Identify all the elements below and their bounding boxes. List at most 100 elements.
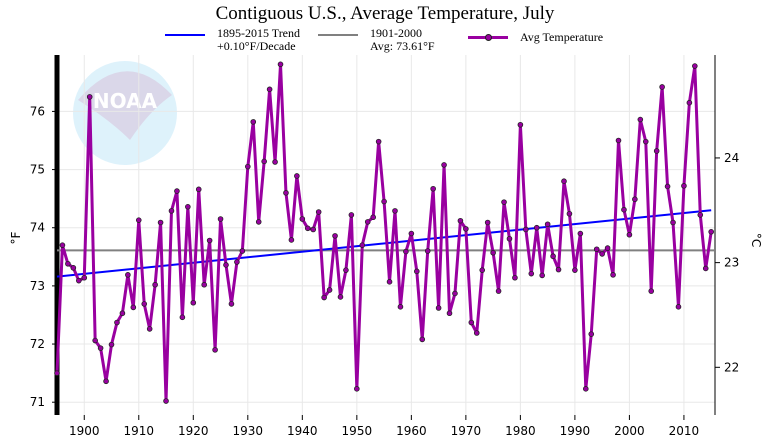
data-point: [255, 219, 262, 225]
data-point: [261, 158, 267, 165]
data-point: [392, 208, 398, 214]
legend-trend-swatch: [165, 34, 205, 36]
data-point: [201, 281, 207, 288]
data-point: [277, 61, 284, 68]
data-point: [484, 219, 491, 226]
data-point: [343, 267, 349, 273]
data-point: [375, 138, 382, 145]
data-point: [604, 245, 611, 251]
data-point: [544, 221, 551, 228]
data-point: [332, 233, 338, 239]
data-point: [337, 294, 344, 300]
x-tick-label: 1950: [342, 424, 373, 438]
data-point: [588, 331, 595, 337]
data-point: [103, 378, 109, 385]
data-point: [206, 237, 213, 244]
data-point: [185, 203, 191, 210]
data-point: [321, 294, 327, 301]
data-point: [326, 287, 333, 293]
data-point: [697, 212, 704, 218]
data-point: [174, 188, 180, 194]
data-point: [533, 224, 540, 231]
data-point: [403, 248, 409, 255]
data-point: [348, 212, 355, 218]
x-tick-label: 1910: [123, 424, 154, 438]
data-point: [664, 183, 671, 190]
data-point: [370, 214, 376, 221]
data-point: [223, 262, 229, 268]
data-point: [463, 226, 469, 232]
y-tick-label: 76: [30, 104, 45, 118]
data-point: [364, 219, 371, 225]
data-point: [670, 219, 676, 226]
data-point: [234, 259, 240, 265]
data-point: [495, 288, 502, 294]
data-point: [70, 265, 77, 271]
data-point: [555, 266, 562, 273]
data-point: [141, 301, 148, 307]
data-point: [648, 288, 655, 294]
data-point: [419, 336, 426, 343]
data-point: [561, 178, 567, 185]
data-point: [702, 265, 709, 272]
data-point: [692, 63, 698, 69]
data-point: [272, 159, 278, 165]
x-tick-label: 1920: [178, 424, 209, 438]
data-point: [217, 216, 224, 222]
y-tick-label: 73: [30, 279, 45, 293]
noaa-logo-watermark: NOAA: [73, 61, 177, 165]
data-point: [228, 301, 235, 307]
data-point: [615, 137, 622, 144]
data-point: [146, 326, 153, 332]
data-point: [97, 345, 104, 351]
legend-baseline-label1: 1901-2000: [370, 26, 422, 40]
data-point: [108, 341, 115, 348]
data-point: [190, 299, 197, 306]
data-point: [501, 199, 507, 205]
data-point: [659, 84, 665, 90]
y-right-tick-label: 23: [724, 256, 739, 270]
x-tick-label: 2010: [669, 424, 700, 438]
data-point: [76, 277, 82, 284]
data-point: [452, 290, 458, 297]
y-axis-label: °F: [9, 231, 23, 244]
data-point: [642, 138, 649, 145]
data-point: [408, 230, 415, 237]
data-point: [92, 337, 98, 344]
x-tick-label: 1990: [560, 424, 591, 438]
data-point: [310, 226, 317, 233]
data-point: [304, 225, 311, 232]
data-point: [315, 209, 322, 215]
y-axis-right-label: °C: [749, 233, 763, 247]
data-point: [130, 304, 137, 311]
y-tick-label: 75: [30, 163, 45, 177]
data-point: [354, 386, 360, 392]
data-point: [582, 386, 589, 392]
data-point: [239, 248, 246, 254]
x-tick-label: 1970: [451, 424, 482, 438]
legend-baseline-label2: Avg: 73.61°F: [370, 39, 435, 53]
data-point: [114, 319, 120, 326]
data-point: [152, 281, 158, 288]
data-point: [54, 370, 60, 376]
data-point: [59, 242, 66, 248]
x-tick-label: 1900: [69, 424, 100, 438]
y-tick-label: 74: [30, 221, 45, 235]
data-point: [381, 198, 387, 205]
data-point: [195, 186, 202, 193]
data-point: [637, 116, 644, 123]
data-point: [250, 119, 257, 125]
data-point: [266, 86, 273, 93]
data-point: [86, 94, 93, 100]
chart-title: Contiguous U.S., Average Temperature, Ju…: [215, 3, 555, 24]
data-point: [163, 398, 169, 404]
x-tick-label: 1960: [396, 424, 427, 438]
data-point: [490, 249, 496, 256]
data-point: [523, 226, 529, 233]
data-point: [435, 305, 442, 311]
svg-text:NOAA: NOAA: [93, 89, 158, 113]
y-tick-label: 71: [30, 395, 45, 409]
data-point: [632, 196, 638, 203]
y-right-tick-label: 24: [724, 151, 739, 165]
